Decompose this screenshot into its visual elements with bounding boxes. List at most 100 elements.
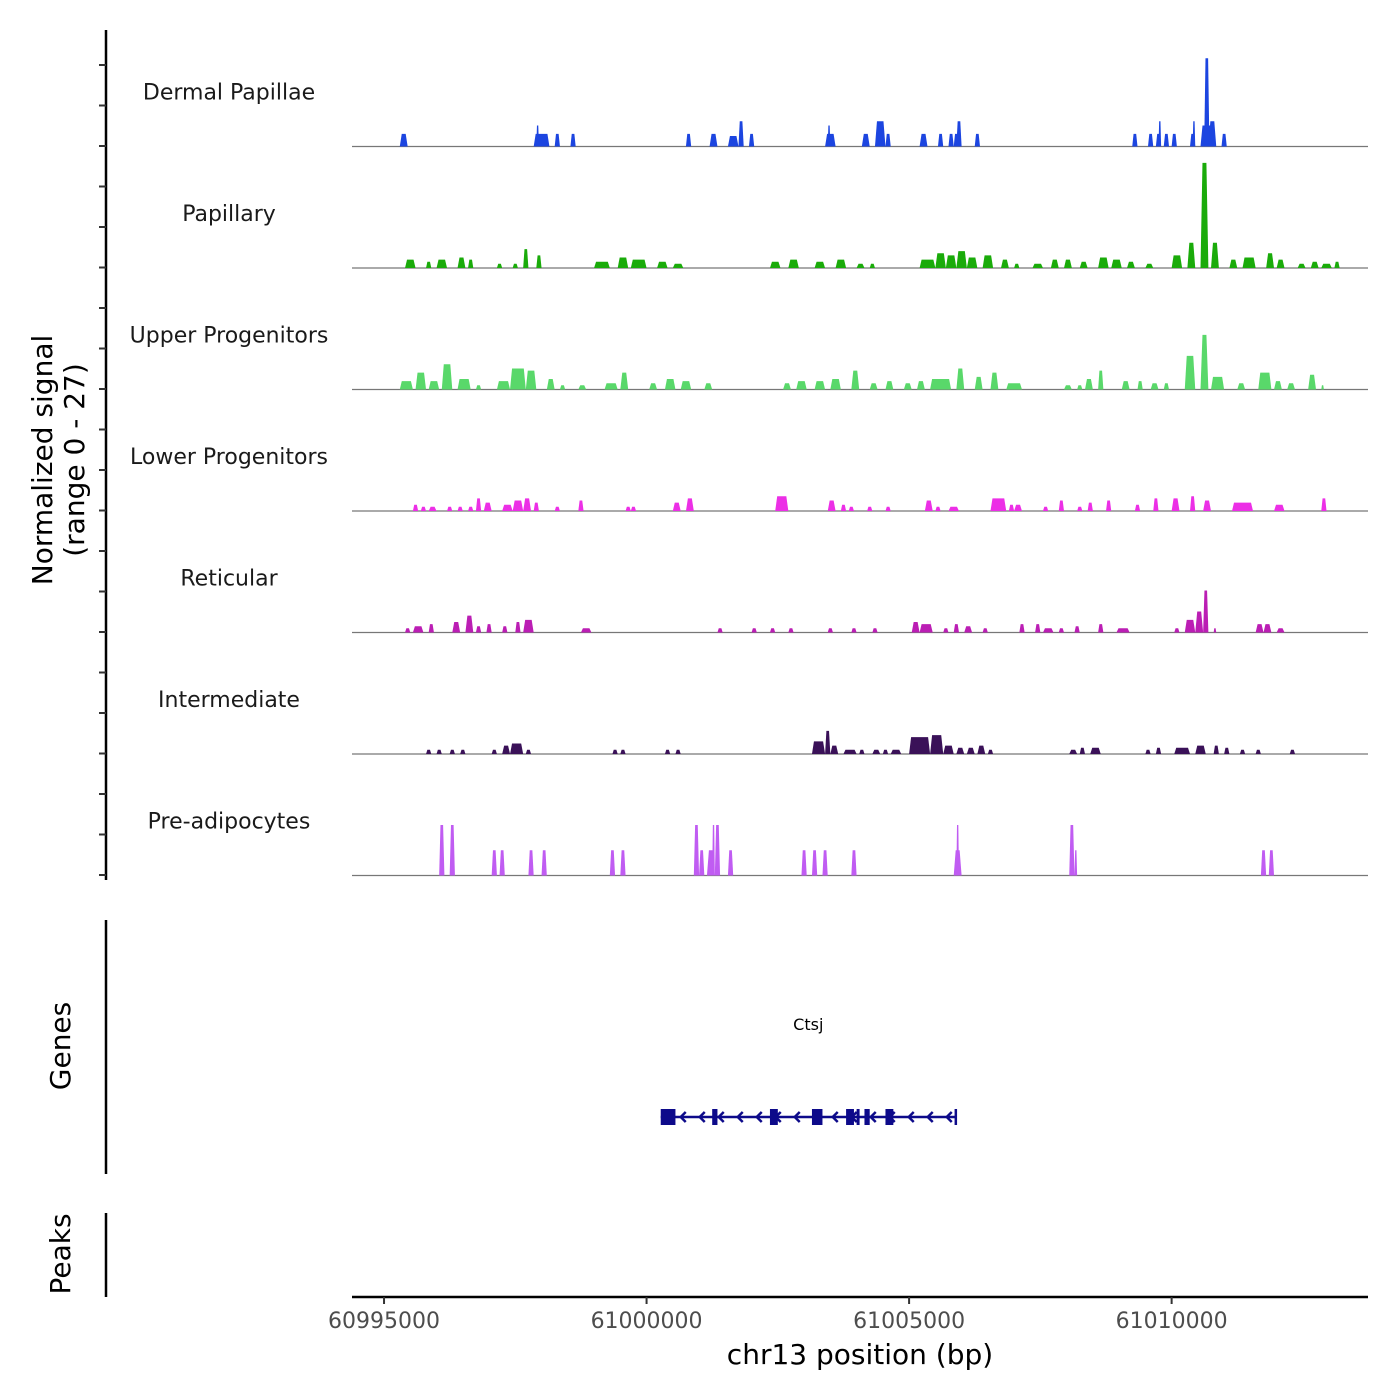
x-tick-label: 61000000	[591, 1309, 703, 1334]
signal-peak	[502, 504, 513, 511]
signal-peak	[502, 745, 511, 754]
strand-arrow-icon	[716, 1111, 725, 1123]
signal-peak	[491, 850, 497, 876]
signal-peak	[1184, 355, 1196, 390]
signal-peak	[840, 504, 847, 511]
signal-peak	[536, 255, 542, 268]
signal-peak	[859, 749, 865, 754]
signal-peak	[533, 502, 539, 511]
strand-arrow-icon	[792, 1111, 801, 1123]
signal-peak	[1090, 747, 1101, 754]
signal-peak	[956, 747, 965, 754]
x-tick-label: 61005000	[853, 1309, 965, 1334]
signal-peak	[1213, 745, 1219, 754]
signal-peak	[788, 259, 799, 268]
signal-peak	[811, 850, 818, 876]
signal-peak	[1019, 624, 1025, 633]
signal-peak	[1274, 381, 1282, 390]
signal-peak	[1276, 259, 1285, 268]
signal-peak	[1200, 162, 1209, 268]
signal-peak	[885, 381, 894, 390]
signal-peak	[685, 498, 694, 511]
signal-peak	[439, 825, 445, 876]
signal-peak	[956, 251, 967, 268]
signal-y-axis-ticks	[99, 64, 106, 876]
signal-peak	[1163, 133, 1170, 147]
signal-peak	[872, 749, 881, 754]
signal-peak	[712, 825, 715, 876]
signal-peak	[515, 621, 521, 633]
genes-track-title: Genes	[44, 1002, 77, 1090]
signal-peak	[426, 261, 432, 268]
strand-arrow-icon	[678, 1111, 687, 1123]
signal-peak	[428, 506, 437, 511]
signal-peak	[1079, 747, 1085, 754]
track-lower-progenitors: Lower Progenitors	[130, 445, 1368, 512]
strand-arrow-icon	[830, 1111, 839, 1123]
signal-peak	[428, 381, 440, 390]
signal-peak	[609, 850, 616, 876]
signal-peak	[405, 628, 411, 633]
signal-peak	[704, 383, 713, 390]
track-label: Upper Progenitors	[130, 324, 329, 349]
signal-peak	[578, 385, 587, 390]
signal-peak	[1266, 253, 1275, 268]
signal-peak	[578, 500, 584, 511]
signal-peak	[948, 133, 954, 147]
strand-arrow-icon	[697, 1111, 706, 1123]
signal-peak	[452, 621, 461, 633]
signal-peak	[1289, 749, 1296, 754]
signal-peak	[483, 502, 492, 511]
track-label: Reticular	[180, 567, 278, 592]
signal-peak	[977, 745, 986, 754]
signal-peak	[856, 263, 865, 268]
signal-peak	[1260, 850, 1267, 876]
signal-peak	[1150, 383, 1159, 390]
signal-peak	[502, 626, 508, 633]
signal-peak	[827, 125, 831, 147]
signal-peak	[1074, 850, 1078, 876]
signal-peak	[1147, 133, 1154, 147]
signal-peak	[811, 741, 826, 754]
signal-peak	[801, 850, 807, 876]
signal-peak	[1187, 242, 1196, 268]
signal-peak	[664, 378, 676, 390]
signal-peak	[709, 133, 718, 147]
signal-peak	[872, 628, 878, 633]
signal-peak	[1032, 263, 1043, 268]
signal-peak	[869, 263, 875, 268]
signal-peak	[664, 749, 671, 754]
signal-peak	[1158, 121, 1162, 147]
signal-peak	[1163, 383, 1170, 390]
signal-peak	[657, 261, 668, 268]
signal-peak	[1274, 504, 1285, 511]
gene-exon	[660, 1109, 676, 1125]
signal-peak	[1145, 749, 1151, 754]
signal-peak	[441, 364, 453, 390]
signal-peak	[672, 502, 681, 511]
signal-peak	[533, 133, 550, 147]
signal-peak	[612, 749, 618, 754]
signal-peak	[475, 626, 482, 633]
signal-peak	[814, 381, 826, 390]
signal-peak	[748, 133, 755, 147]
signal-peak	[919, 133, 928, 147]
signal-peak	[930, 735, 944, 754]
signal-peak	[1255, 749, 1261, 754]
signal-peak	[412, 626, 424, 633]
signal-peak	[956, 368, 965, 390]
signal-peak	[1195, 745, 1206, 754]
signal-peak	[990, 372, 999, 390]
signal-peak	[1276, 628, 1285, 633]
signal-peak	[699, 850, 705, 876]
signal-peak	[935, 253, 946, 268]
signal-peak	[974, 376, 983, 390]
signal-peak	[1203, 500, 1212, 511]
signal-peak	[426, 749, 432, 754]
signal-peak	[885, 133, 891, 147]
signal-peak	[916, 381, 925, 390]
y-axis-title-line-1: Normalized signal	[26, 335, 59, 586]
signal-peak	[1111, 259, 1122, 268]
signal-peak	[1321, 385, 1324, 390]
signal-peak	[987, 749, 994, 754]
